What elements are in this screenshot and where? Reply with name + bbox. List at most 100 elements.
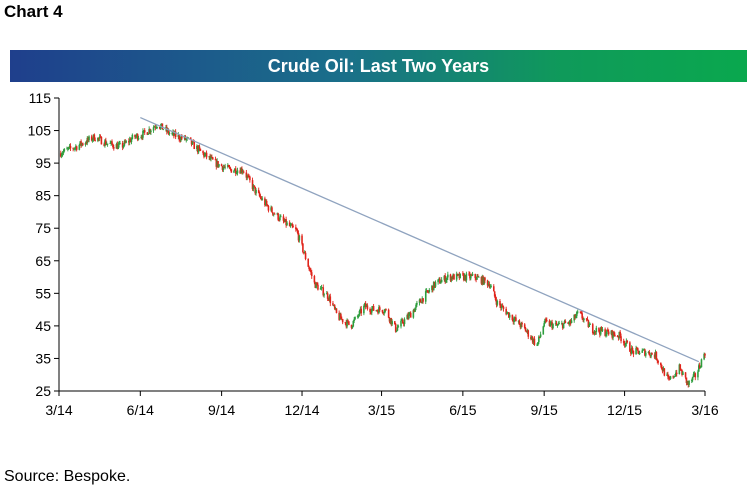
candle-body — [543, 323, 545, 327]
candle-body — [366, 305, 369, 309]
candle-body — [428, 289, 431, 292]
candle-body — [208, 156, 211, 158]
candle-body — [409, 312, 412, 318]
candle-body — [606, 329, 608, 335]
candle-body — [260, 197, 263, 200]
candle-body — [667, 374, 669, 377]
candle-body — [667, 376, 670, 379]
candle-body — [204, 152, 207, 155]
y-tick-label: 35 — [35, 350, 51, 366]
candle-body — [414, 307, 416, 312]
candle-body — [419, 299, 422, 302]
candle-body — [292, 226, 294, 228]
candle-body — [357, 315, 360, 317]
candle-body — [325, 293, 328, 295]
candle-body — [456, 273, 459, 275]
candle-body — [352, 321, 355, 327]
candle-body — [617, 336, 620, 338]
candle-body — [365, 305, 368, 308]
candle-body — [558, 323, 560, 325]
candle-body — [116, 144, 119, 150]
candle-body — [620, 336, 622, 342]
candle-body — [581, 313, 583, 319]
candle-body — [317, 284, 319, 290]
candle-body — [66, 148, 68, 150]
candle-body — [90, 136, 93, 141]
candle-body — [314, 282, 317, 288]
candle-body — [533, 338, 536, 345]
candle-body — [449, 274, 452, 281]
candle-body — [550, 322, 553, 324]
candle-body — [192, 141, 195, 143]
candle-body — [532, 338, 535, 343]
candle-body — [242, 171, 244, 173]
candle-body — [574, 314, 576, 319]
candle-body — [124, 141, 127, 143]
candle-body — [259, 196, 262, 198]
candle-body — [622, 341, 625, 343]
candle-body — [202, 150, 204, 154]
candle-body — [583, 318, 585, 321]
candle-body — [189, 137, 192, 140]
candle-body — [513, 319, 515, 322]
candle-body — [381, 310, 384, 313]
candle-body — [254, 186, 256, 194]
candle-body — [302, 243, 304, 253]
candle-body — [247, 175, 249, 177]
candle-body — [146, 132, 149, 135]
candle-body — [333, 305, 336, 309]
candle-body — [432, 281, 435, 291]
candle-body — [688, 380, 690, 385]
candle-body — [221, 166, 224, 170]
candle-body — [494, 296, 497, 300]
candle-body — [612, 331, 614, 338]
candle-body — [92, 134, 95, 140]
candle-body — [600, 327, 603, 331]
candle-body — [569, 320, 572, 323]
x-tick-label: 12/14 — [284, 402, 319, 415]
candle-body — [341, 319, 344, 323]
candle-body — [589, 324, 591, 325]
candle-body — [62, 151, 65, 154]
candle-body — [61, 153, 64, 155]
candle-body — [382, 312, 385, 314]
candle-body — [97, 137, 99, 141]
candle-body — [562, 323, 565, 329]
candle-body — [266, 204, 269, 206]
candle-body — [697, 371, 699, 378]
candle-body — [644, 352, 647, 356]
candle-body — [128, 141, 130, 143]
candle-body — [69, 145, 72, 149]
candle-body — [185, 138, 188, 140]
candle-body — [109, 143, 112, 144]
candle-body — [329, 296, 332, 304]
candle-body — [99, 136, 102, 138]
candle-body — [78, 144, 81, 150]
candle-body — [295, 227, 297, 230]
candle-body — [313, 276, 316, 283]
candle-body — [685, 377, 688, 383]
candle-body — [347, 320, 349, 322]
candle-body — [363, 303, 366, 306]
candle-body — [222, 167, 225, 170]
candle-body — [582, 318, 584, 321]
candle-body — [475, 278, 477, 280]
source-note: Source: Bespoke. — [4, 468, 131, 485]
candle-body — [698, 365, 700, 372]
candle-body — [290, 224, 293, 225]
candle-body — [196, 146, 198, 150]
candle-body — [148, 129, 150, 134]
candle-body — [673, 376, 675, 378]
candle-body — [246, 175, 249, 178]
candle-body — [363, 305, 365, 314]
y-axis-ticks: 115 105 95 85 75 65 55 45 35 25 — [28, 90, 59, 399]
candle-body — [469, 273, 471, 279]
candle-body — [624, 343, 627, 346]
candle-body — [199, 148, 202, 151]
candle-body — [229, 167, 232, 170]
candle-body — [407, 315, 409, 319]
candle-body — [391, 321, 393, 325]
candle-body — [79, 141, 82, 145]
candle-body — [84, 143, 87, 145]
candle-body — [228, 166, 231, 168]
